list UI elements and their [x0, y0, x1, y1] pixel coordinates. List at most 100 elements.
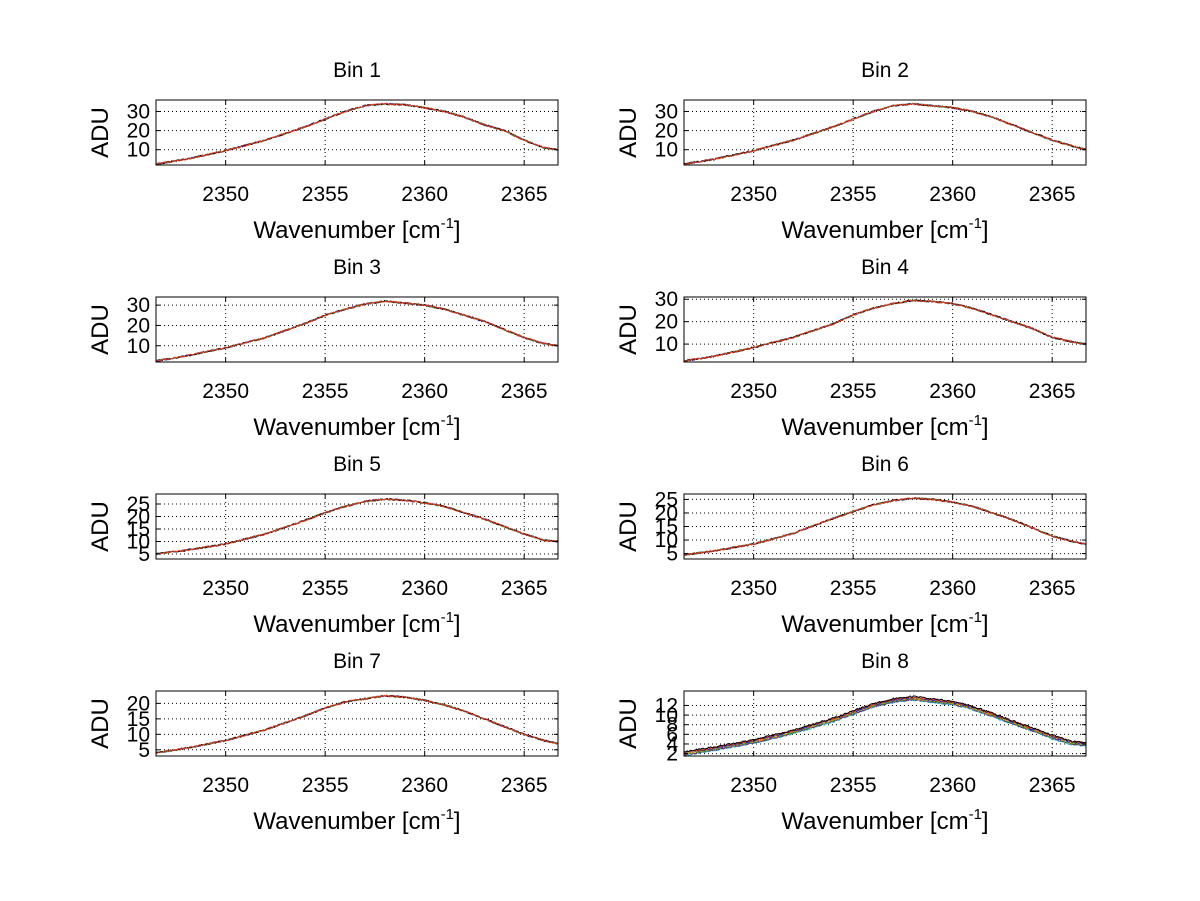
- axes-box: [155, 690, 559, 757]
- axes-box: [683, 99, 1087, 166]
- x-tick-label: 2350: [202, 380, 249, 403]
- y-tick-label: 20: [655, 311, 678, 334]
- axes-box: [683, 690, 1087, 757]
- y-axis-label: ADU: [615, 304, 642, 355]
- x-tick-label: 2365: [1029, 577, 1076, 600]
- x-axis-label: Wavenumber [cm-1]: [253, 609, 460, 638]
- y-tick-label: 10: [655, 139, 678, 162]
- x-tick-label: 2355: [302, 774, 349, 797]
- x-axis-label: Wavenumber [cm-1]: [253, 806, 460, 835]
- x-tick-label: 2350: [730, 380, 777, 403]
- y-tick-label: 8: [666, 714, 678, 737]
- series-line: [155, 300, 559, 362]
- y-tick-label: 15: [127, 708, 150, 731]
- x-tick-label: 2360: [401, 577, 448, 600]
- x-axis-label: Wavenumber [cm-1]: [781, 609, 988, 638]
- y-tick-label: 15: [655, 516, 678, 539]
- y-tick-label: 5: [666, 543, 678, 566]
- series-line: [683, 698, 1087, 756]
- series-line: [683, 299, 1086, 362]
- y-tick-label: 25: [127, 493, 150, 516]
- x-tick-label: 2350: [730, 183, 777, 206]
- series-line: [155, 103, 559, 165]
- subplot-title: Bin 5: [333, 453, 381, 476]
- x-tick-label: 2355: [830, 380, 877, 403]
- x-tick-label: 2355: [830, 577, 877, 600]
- axes-box: [155, 296, 559, 363]
- y-tick-label: 5: [138, 739, 150, 762]
- x-tick-label: 2365: [501, 183, 548, 206]
- x-axis-label: Wavenumber [cm-1]: [781, 806, 988, 835]
- x-tick-label: 2350: [202, 577, 249, 600]
- series-line: [155, 498, 559, 555]
- y-tick-label: 30: [655, 288, 678, 311]
- y-tick-label: 20: [127, 314, 150, 337]
- y-tick-label: 10: [127, 139, 150, 162]
- series-line: [683, 103, 1087, 165]
- y-tick-label: 10: [655, 529, 678, 552]
- y-tick-label: 20: [127, 692, 150, 715]
- x-tick-label: 2360: [929, 183, 976, 206]
- series-line: [683, 298, 1086, 362]
- series-line: [155, 102, 559, 165]
- x-tick-label: 2355: [302, 380, 349, 403]
- series-line: [683, 299, 1087, 362]
- y-tick-label: 20: [127, 506, 150, 529]
- series-line: [155, 300, 559, 362]
- subplot-title: Bin 8: [861, 650, 909, 673]
- series-line: [683, 299, 1086, 362]
- series-line: [683, 497, 1087, 556]
- y-tick-label: 2: [666, 743, 678, 766]
- subplot-title: Bin 3: [333, 256, 381, 279]
- axes-box: [683, 296, 1087, 363]
- series-line: [683, 103, 1087, 165]
- x-tick-label: 2365: [501, 577, 548, 600]
- x-axis-label: Wavenumber [cm-1]: [253, 412, 460, 441]
- x-tick-label: 2365: [1029, 774, 1076, 797]
- x-tick-label: 2355: [830, 183, 877, 206]
- y-tick-label: 10: [655, 333, 678, 356]
- x-tick-label: 2350: [730, 774, 777, 797]
- y-tick-label: 12: [655, 694, 678, 717]
- y-tick-label: 4: [666, 733, 678, 756]
- x-tick-label: 2355: [302, 183, 349, 206]
- y-axis-label: ADU: [87, 304, 114, 355]
- y-axis-label: ADU: [615, 698, 642, 749]
- y-tick-label: 10: [127, 335, 150, 358]
- y-tick-label: 10: [655, 704, 678, 727]
- x-tick-label: 2360: [929, 577, 976, 600]
- x-tick-label: 2350: [202, 774, 249, 797]
- y-tick-label: 30: [127, 294, 150, 317]
- x-tick-label: 2350: [730, 577, 777, 600]
- y-tick-label: 15: [127, 518, 150, 541]
- series-line: [155, 102, 559, 165]
- x-axis-label: Wavenumber [cm-1]: [253, 215, 460, 244]
- y-tick-label: 20: [127, 120, 150, 143]
- y-tick-label: 10: [127, 723, 150, 746]
- x-tick-label: 2355: [830, 774, 877, 797]
- subplot-title: Bin 6: [861, 453, 909, 476]
- series-line: [683, 102, 1087, 166]
- x-tick-label: 2360: [401, 183, 448, 206]
- subplot-title: Bin 7: [333, 650, 381, 673]
- x-tick-label: 2360: [401, 774, 448, 797]
- x-tick-label: 2360: [929, 774, 976, 797]
- axes-box: [155, 99, 559, 166]
- y-tick-label: 10: [127, 531, 150, 554]
- y-axis-label: ADU: [87, 501, 114, 552]
- y-tick-label: 20: [655, 120, 678, 143]
- series-line: [155, 299, 559, 362]
- axes-box: [155, 493, 559, 560]
- series-line: [155, 299, 559, 362]
- subplot-title: Bin 1: [333, 59, 381, 82]
- y-tick-label: 30: [655, 100, 678, 123]
- series-line: [155, 694, 559, 754]
- series-line: [155, 694, 559, 754]
